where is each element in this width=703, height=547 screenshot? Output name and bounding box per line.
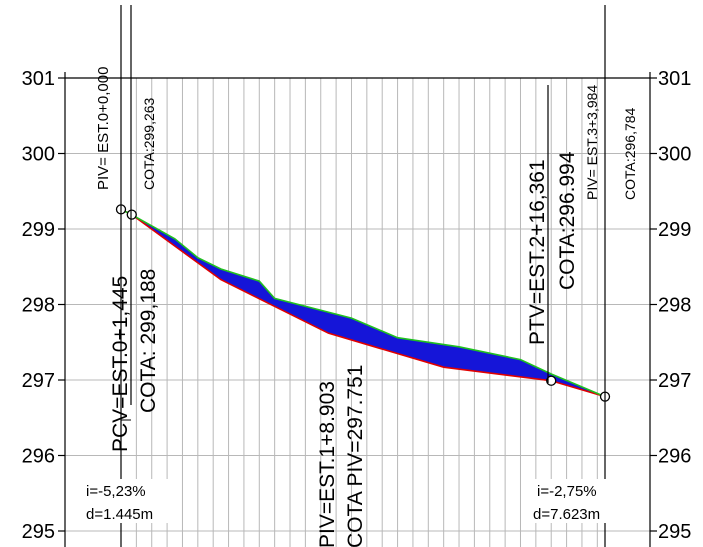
y-tick-label-left: 295	[22, 521, 55, 543]
piv-mid-label: PIV=EST.1+8.903	[316, 381, 339, 547]
y-tick-label-right: 297	[658, 370, 691, 392]
y-tick-label-right: 300	[658, 144, 691, 166]
slope-right-label: i=-2,75%	[537, 483, 597, 500]
y-tick-label-right: 299	[658, 219, 691, 241]
terrain-line	[120, 208, 606, 398]
slope-right-bg	[531, 479, 623, 523]
y-axis-left: 301 300 299 298 297 296 295	[22, 68, 65, 543]
ptv-label: PTV=EST.2+16,361	[526, 159, 549, 345]
cota-start-label: COTA:299,263	[141, 97, 157, 190]
piv-end-label: PIV= EST.3+3,984	[584, 85, 600, 200]
y-tick-label-right: 298	[658, 295, 691, 317]
slope-left-label: i=-5,23%	[86, 483, 146, 500]
y-tick-label-left: 301	[22, 68, 55, 90]
y-tick-label-left: 299	[22, 219, 55, 241]
vertex-marker	[546, 375, 557, 386]
pcv-label: PCV=EST.0+1,445	[109, 276, 132, 452]
cut-area	[121, 209, 605, 397]
y-tick-label-left: 296	[22, 446, 55, 468]
y-tick-label-left: 298	[22, 295, 55, 317]
y-tick-label-right: 296	[658, 446, 691, 468]
cota-pcv-label: COTA: 299,188	[137, 269, 160, 413]
cota-ptv-label: COTA:296.994	[556, 151, 579, 290]
vertex-marker	[126, 209, 137, 220]
y-tick-label-left: 297	[22, 370, 55, 392]
y-tick-label-right: 295	[658, 521, 691, 543]
dist-right-label: d=7.623m	[533, 506, 600, 523]
dist-left-label: d=1.445m	[86, 506, 153, 523]
piv-start-label: PIV= EST.0+0,000	[95, 67, 112, 190]
frame	[64, 72, 651, 547]
cota-end-label: COTA:296,784	[622, 107, 638, 200]
y-tick-label-right: 301	[658, 68, 691, 90]
y-tick-label-left: 300	[22, 144, 55, 166]
y-axis-right: 301 300 299 298 297 296 295	[650, 68, 691, 543]
cota-mid-label: COTA PIV=297.751	[344, 365, 367, 547]
slope-left-bg	[84, 479, 174, 523]
